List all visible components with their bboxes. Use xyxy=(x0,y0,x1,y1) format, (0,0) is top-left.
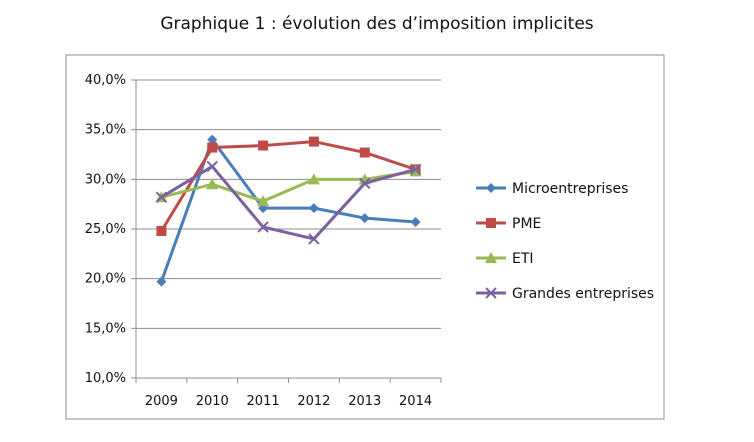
series-line xyxy=(160,140,417,232)
data-point xyxy=(156,225,167,236)
legend-label: PME xyxy=(512,216,541,232)
legend-marker xyxy=(486,218,496,228)
data-point xyxy=(156,276,167,287)
legend-label: Microentreprises xyxy=(512,181,628,197)
x-tick-label: 2014 xyxy=(399,394,432,409)
x-tick-label: 2012 xyxy=(297,394,330,409)
data-point xyxy=(258,140,269,151)
data-point xyxy=(155,191,168,203)
y-tick-label: 30,0% xyxy=(85,172,126,187)
series-line xyxy=(160,138,416,283)
y-tick-label: 10,0% xyxy=(85,371,126,386)
legend-entry: PME xyxy=(476,216,541,232)
data-point xyxy=(308,203,319,214)
x-tick-label: 2011 xyxy=(247,394,280,409)
chart-title: Graphique 1 : évolution des d’imposition… xyxy=(160,14,594,34)
legend-marker xyxy=(486,183,496,193)
data-point xyxy=(308,233,320,245)
legend-entry: Grandes entreprises xyxy=(476,286,654,302)
legend-entry: Microentreprises xyxy=(476,181,628,197)
y-tick-label: 35,0% xyxy=(85,123,126,138)
legend-marker xyxy=(485,252,497,263)
legend-entry: ETI xyxy=(476,251,534,267)
legend: Microentreprises PME ETI Grandes entreprise… xyxy=(476,181,654,302)
data-point xyxy=(359,147,370,158)
data-point xyxy=(257,221,269,233)
data-point xyxy=(409,163,422,176)
data-point xyxy=(410,217,421,228)
series-line xyxy=(161,169,416,203)
data-point xyxy=(207,134,218,145)
x-tick-label: 2013 xyxy=(348,394,381,409)
y-tick-label: 40,0% xyxy=(85,73,126,88)
data-point xyxy=(207,142,218,153)
legend-label: Grandes entreprises xyxy=(512,286,654,302)
data-point xyxy=(257,195,270,207)
x-tick-label: 2010 xyxy=(196,394,229,409)
data-point xyxy=(206,160,218,173)
data-point xyxy=(359,213,370,224)
data-point xyxy=(206,178,219,190)
series-line xyxy=(160,164,416,241)
chart-frame xyxy=(65,54,665,420)
y-tick-label: 25,0% xyxy=(85,222,126,237)
y-tick-label: 15,0% xyxy=(85,321,126,336)
data-point xyxy=(307,173,320,185)
legend-label: ETI xyxy=(512,251,534,267)
y-tick-label: 20,0% xyxy=(85,272,126,287)
grid-lines xyxy=(136,79,441,329)
data-point xyxy=(359,177,371,190)
legend-marker xyxy=(485,287,497,299)
series-3 xyxy=(155,160,422,245)
axes: 10,0% 15,0% 20,0% 25,0% 30,0% 35,0% 40,0% 2009 2… xyxy=(85,73,442,409)
data-point xyxy=(308,136,319,147)
series-group xyxy=(155,134,422,287)
x-tick-label: 2009 xyxy=(145,394,178,409)
